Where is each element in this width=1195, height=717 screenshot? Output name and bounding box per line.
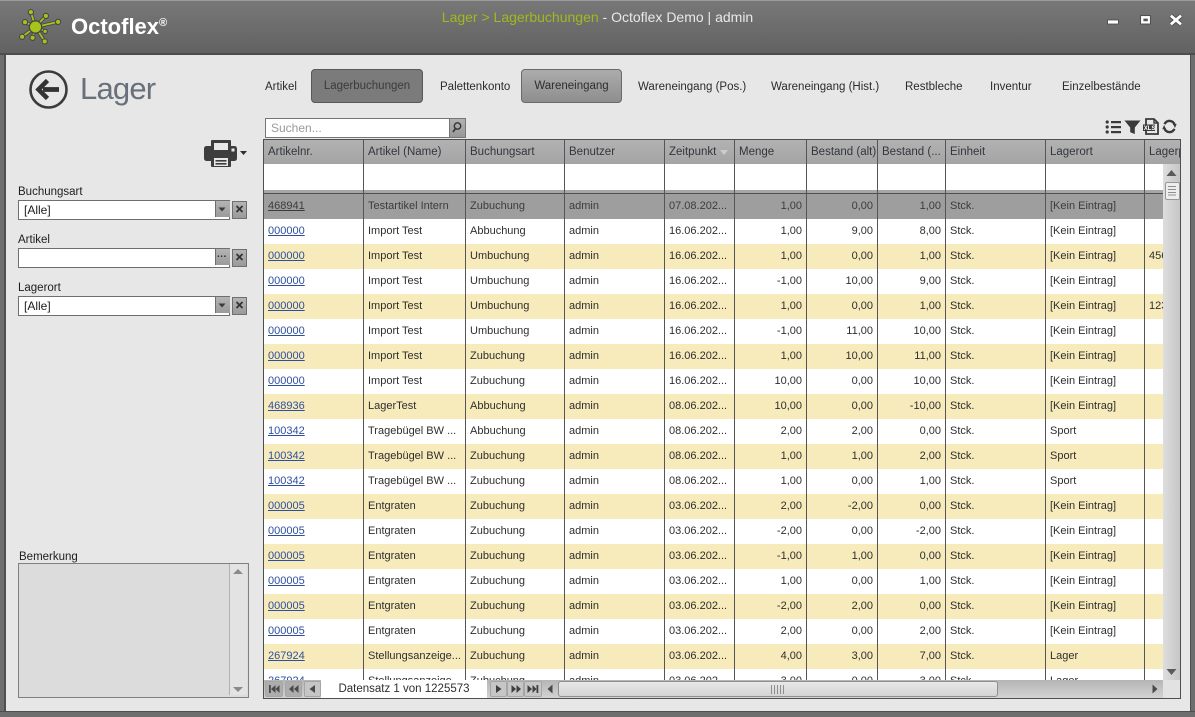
- svg-text:XLS: XLS: [1144, 126, 1156, 132]
